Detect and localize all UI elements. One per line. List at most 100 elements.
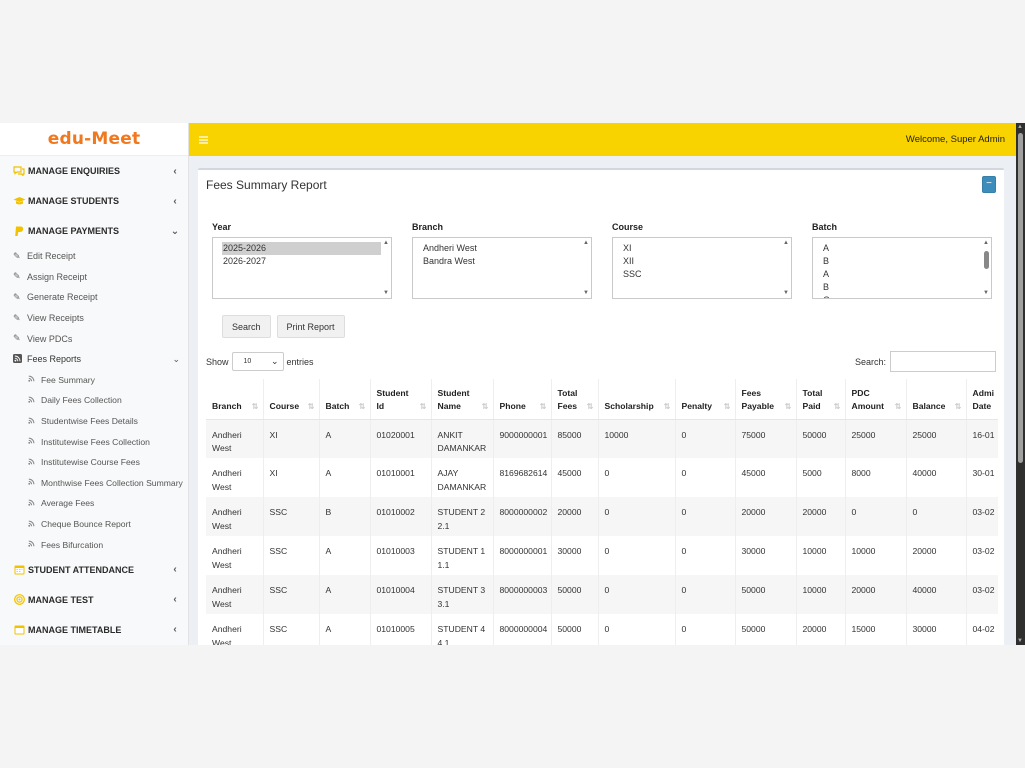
listbox-option[interactable]: B [823,282,830,292]
scroll-thumb[interactable] [1018,133,1023,463]
sidebar-subitem-average-fees[interactable]: Average Fees [0,493,188,514]
listbox-option[interactable]: 2025-2026 [222,242,381,255]
listbox-option[interactable]: XII [623,256,635,266]
column-header[interactable]: Branch ⇅ [206,379,264,420]
listbox-option[interactable]: A [823,243,830,253]
cell-text: West [212,598,232,609]
column-header[interactable]: Fees Payable ⇅ [735,379,797,420]
sidebar-subitem-studentwise-fees-details[interactable]: Studentwise Fees Details [0,411,188,432]
sidebar-subitem-institutewise-course-fees[interactable]: Institutewise Course Fees [0,452,188,473]
search-input[interactable] [890,351,996,372]
listbox-scrollbar[interactable]: ▲ ▼ [381,238,391,298]
table-cell: Andheri West [206,419,264,458]
sidebar-item-edit-receipt[interactable]: ✎ Edit Receipt [0,246,188,267]
sidebar-subitem-fees-bifurcation[interactable]: Fees Bifurcation [0,534,188,555]
column-header[interactable]: Student Id ⇅ [370,379,432,420]
column-header[interactable]: Phone ⇅ [493,379,552,420]
table-row: Andheri West XI A 01020001 ANKIT DAMANKAR 90000… [206,419,998,458]
table-cell: 30-01 [966,458,998,497]
cell-text: West [212,559,232,570]
cell-text: 0 [681,468,687,478]
batch-listbox[interactable]: A B A B C ▲▼ [812,237,992,299]
table-cell: 03-02 [966,575,998,614]
sidebar-subitem-daily-fees-collection[interactable]: Daily Fees Collection [0,390,188,411]
table-cell: STUDENT 1 1.1 [431,536,494,575]
table-cell: 25000 [845,419,907,458]
listbox-option[interactable]: B [823,256,830,266]
listbox-option[interactable]: 2026-2027 [223,256,267,266]
menu-student-attendance[interactable]: STUDENT ATTENDANCE ‹ [0,555,188,585]
logo[interactable]: edu-Meet [0,123,188,156]
listbox-option[interactable]: SSC [623,269,642,279]
listbox-option[interactable]: Andheri West [423,243,477,253]
column-header[interactable]: Course ⇅ [263,379,320,420]
cell-text: A [325,585,332,595]
branch-listbox[interactable]: Andheri West Bandra West ▲ ▼ [412,237,592,299]
course-listbox[interactable]: XI XII SSC ▲ ▼ [612,237,792,299]
listbox-option[interactable]: C [822,294,981,298]
menu-manage-enquiries[interactable]: MANAGE ENQUIRIES ‹ [0,156,188,186]
scroll-thumb[interactable] [984,251,989,269]
year-listbox[interactable]: 2025-2026 2026-2027 ▲ ▼ [212,237,392,299]
cell-text: 85000 [557,429,582,440]
column-header[interactable]: Total Paid ⇅ [796,379,846,420]
report-table-container: Branch ⇅ Course ⇅ Batch ⇅ Student Id ⇅ Student Nam… [206,379,998,645]
table-cell: STUDENT 2 2.1 [431,497,494,536]
menu-manage-timetable[interactable]: MANAGE TIMETABLE ‹ [0,615,188,645]
column-header[interactable]: PDC Amount ⇅ [845,379,907,420]
menu-manage-payments[interactable]: MANAGE PAYMENTS ⌄ [0,216,188,246]
column-header-label: Payable [741,400,775,411]
table-cell: Andheri West [206,536,264,575]
table-cell: STUDENT 3 3.1 [431,575,494,614]
target-icon [11,594,27,606]
search-button[interactable]: Search [222,315,271,338]
entries-select[interactable]: 10 ⌄ [231,352,284,371]
column-header[interactable]: Scholarship ⇅ [598,379,676,420]
column-header[interactable]: Admi Date [966,379,998,420]
edit-icon: ✎ [13,312,21,323]
scroll-down-icon: ▼ [1017,638,1023,644]
table-cell: 0 [675,497,736,536]
edit-icon: ✎ [13,271,21,282]
cell-text: 50000 [741,585,766,595]
sidebar-subitem-institutewise-fees-collection[interactable]: Institutewise Fees Collection [0,431,188,452]
report-card: Fees Summary Report − Year 2025-2026 202… [198,168,1004,645]
cell-text: ANKIT [437,429,463,440]
listbox-scrollbar[interactable]: ▲ ▼ [981,238,991,298]
listbox-option[interactable]: A [823,269,830,279]
column-header[interactable]: Total Fees ⇅ [551,379,599,420]
column-header-label: Paid [802,400,821,411]
collapse-button[interactable]: − [982,176,996,193]
rss-icon [28,499,41,508]
menu-manage-test[interactable]: MANAGE TEST ‹ [0,585,188,615]
print-report-button[interactable]: Print Report [276,315,345,338]
menu-label: STUDENT ATTENDANCE [28,564,134,575]
hamburger-menu-icon[interactable] [199,133,208,147]
sidebar-item-view-receipts[interactable]: ✎ View Receipts [0,308,188,329]
sidebar-item-view-pdcs[interactable]: ✎ View PDCs [0,328,188,349]
table-cell: XI [263,458,320,497]
sidebar-subitem-fee-summary[interactable]: Fee Summary [0,370,188,391]
table-cell: 01010003 [370,536,432,575]
sidebar-item-assign-receipt[interactable]: ✎ Assign Receipt [0,267,188,288]
sidebar-subitem-cheque-bounce-report[interactable]: Cheque Bounce Report [0,514,188,535]
action-buttons: Search Print Report [222,315,345,338]
table-cell: 10000 [796,575,846,614]
cell-text: DAMANKAR [437,443,487,453]
sort-icon: ⇅ [663,401,671,411]
sidebar-item-generate-receipt[interactable]: ✎ Generate Receipt [0,287,188,308]
menu-manage-students[interactable]: MANAGE STUDENTS ‹ [0,186,188,216]
column-header[interactable]: Balance ⇅ [906,379,967,420]
table-cell: 10000 [796,536,846,575]
sidebar-item-fees-reports[interactable]: Fees Reports ⌄ [0,349,188,370]
listbox-scrollbar[interactable]: ▲ ▼ [581,238,591,298]
listbox-scrollbar[interactable]: ▲ ▼ [781,238,791,298]
listbox-option[interactable]: Bandra West [423,256,475,266]
column-header[interactable]: Student Name ⇅ [431,379,494,420]
listbox-option[interactable]: XI [623,243,632,253]
cell-text: B [325,507,332,517]
column-header[interactable]: Penalty ⇅ [675,379,736,420]
page-scrollbar[interactable]: ▲ ▼ [1016,123,1025,645]
sidebar-subitem-monthwise-fees-collection-summary[interactable]: Monthwise Fees Collection Summary [0,473,188,494]
column-header[interactable]: Batch ⇅ [319,379,371,420]
